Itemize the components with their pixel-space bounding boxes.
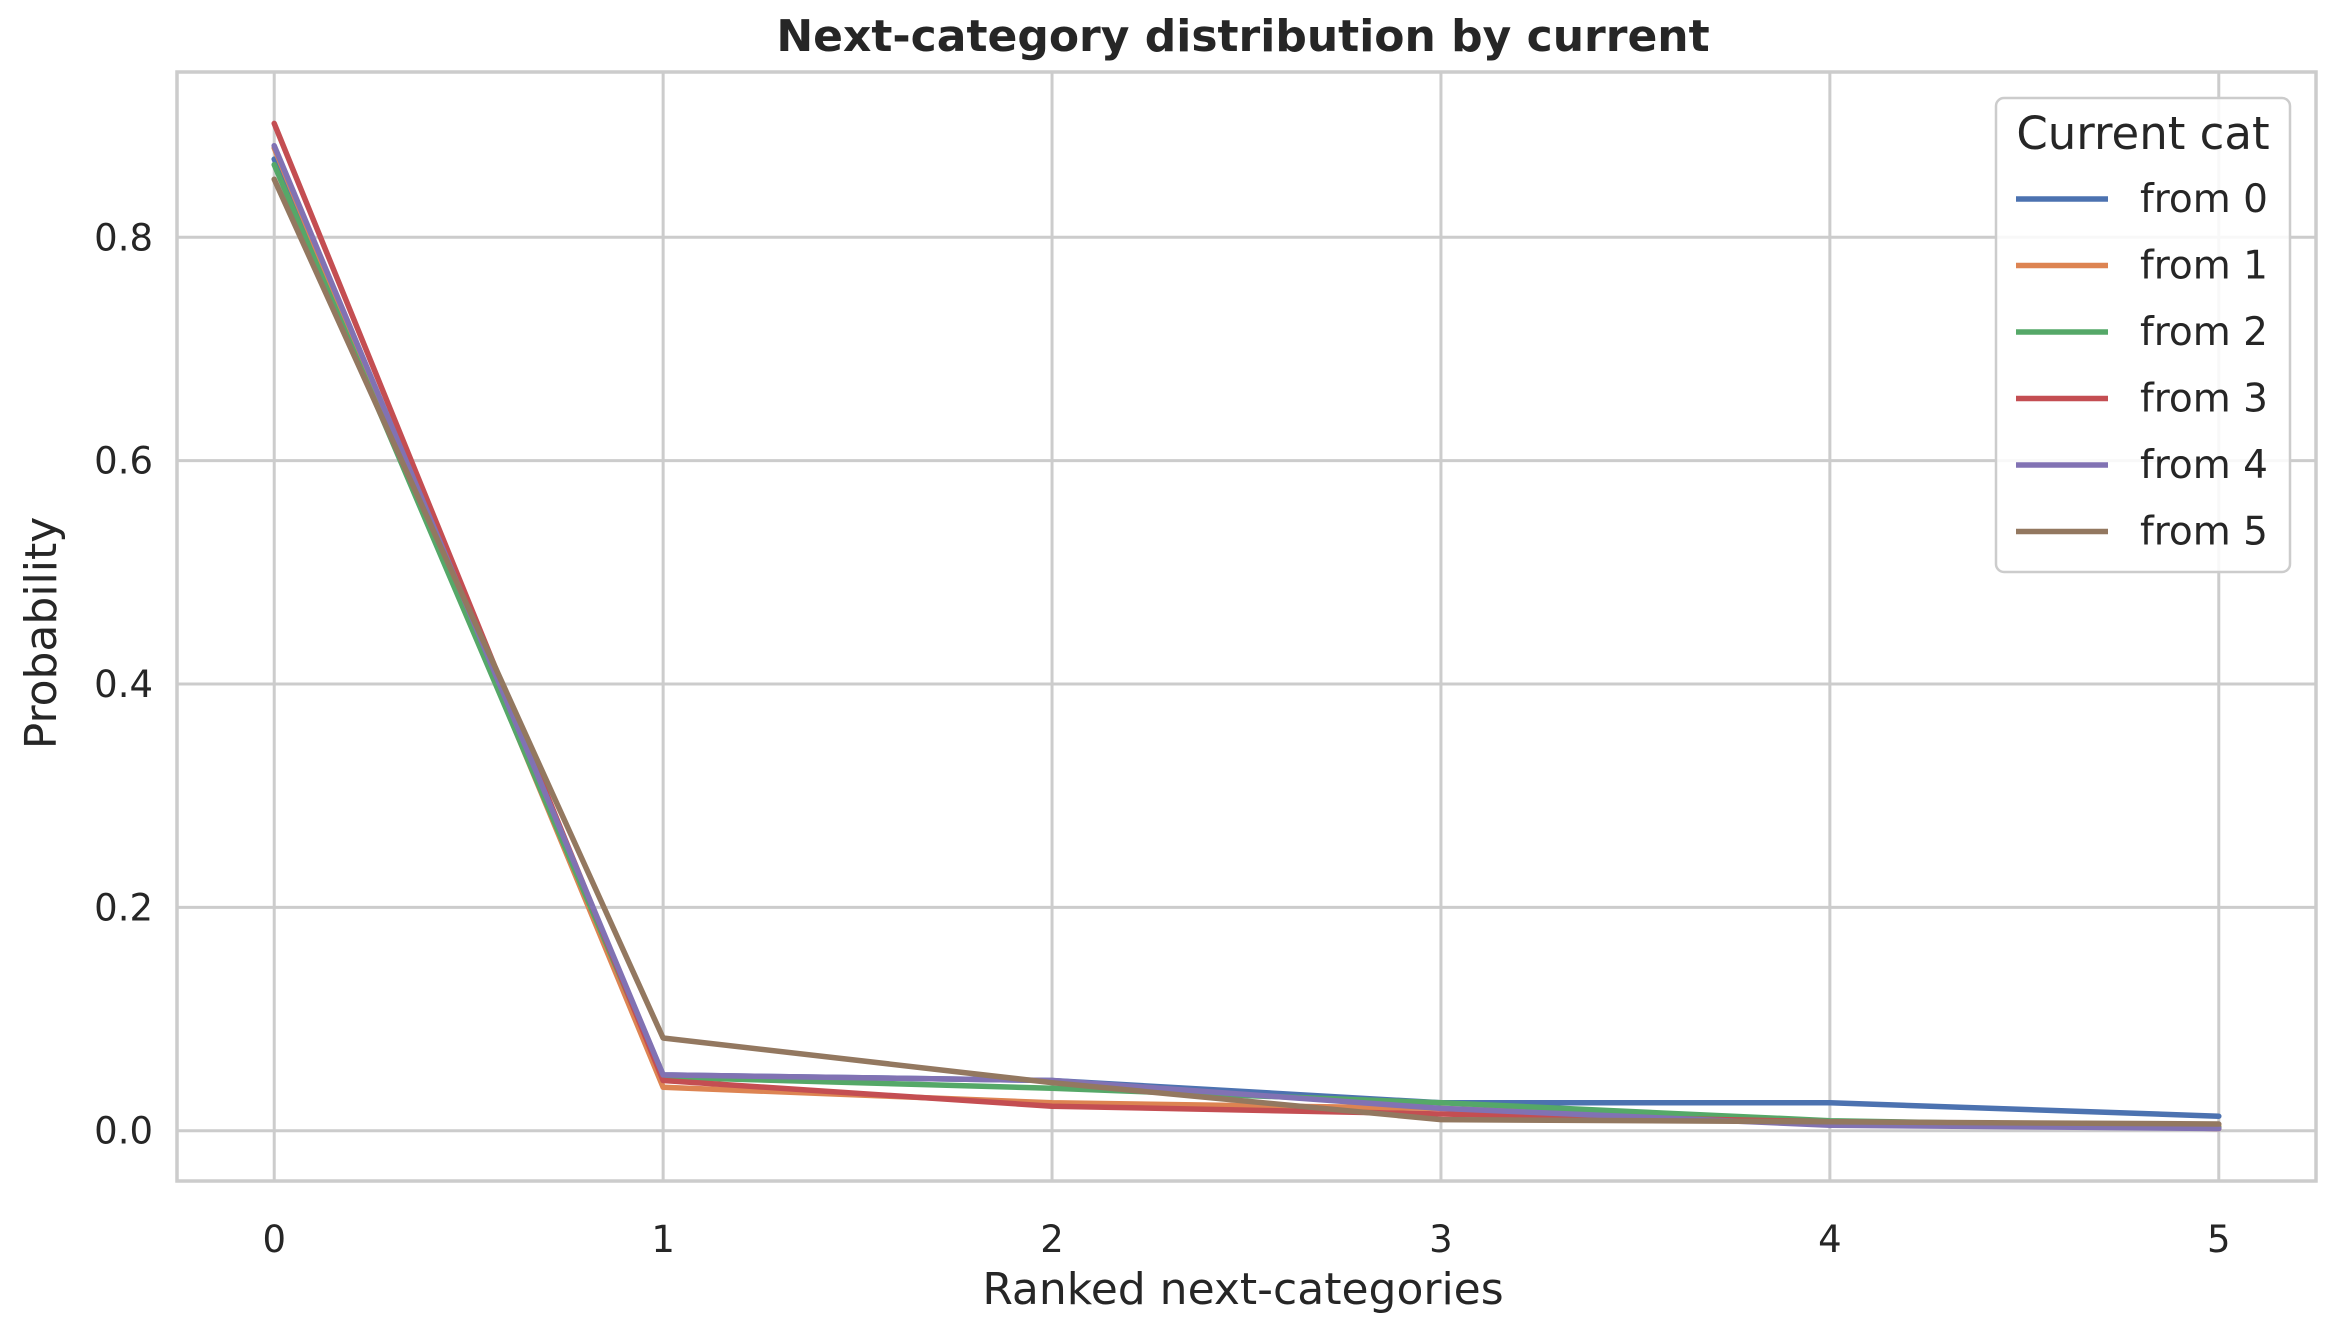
legend-label: from 0	[2140, 177, 2268, 222]
y-tick-label: 0.8	[94, 216, 153, 259]
legend-label: from 5	[2140, 510, 2268, 555]
y-tick-labels: 0.0 0.2 0.4 0.6 0.8	[94, 216, 153, 1152]
y-tick-label: 0.6	[94, 440, 153, 483]
y-tick-label: 0.4	[94, 663, 153, 706]
x-tick-label: 1	[651, 1218, 675, 1261]
x-tick-label: 0	[262, 1218, 286, 1261]
legend-label: from 1	[2140, 244, 2268, 289]
legend-box	[1994, 96, 2292, 574]
x-tick-label: 4	[1818, 1218, 1842, 1261]
series-line-from-5	[271, 176, 2222, 1127]
chart-title: Next-category distribution by current	[776, 11, 1709, 62]
legend-items: from 0 from 1 from 2 from 3 from 4 from 5	[2016, 177, 2268, 555]
x-tick-label: 3	[1429, 1218, 1453, 1261]
y-tick-label: 0.2	[94, 886, 153, 929]
y-tick-label: 0.0	[94, 1110, 153, 1153]
series-lines	[271, 120, 2222, 1132]
x-tick-label: 5	[2207, 1218, 2231, 1261]
plot-frame	[175, 70, 2318, 1183]
x-tick-labels: 0 1 2 3 4 5	[262, 1218, 2230, 1261]
x-tick-label: 2	[1040, 1218, 1064, 1261]
legend-title: Current cat	[2016, 107, 2269, 160]
x-axis-label: Ranked next-categories	[982, 1264, 1503, 1315]
series-line-from-4	[271, 142, 2222, 1132]
legend-label: from 3	[2140, 377, 2268, 422]
y-axis-label: Probability	[16, 517, 67, 750]
legend-label: from 4	[2140, 443, 2268, 488]
legend-label: from 2	[2140, 310, 2268, 355]
